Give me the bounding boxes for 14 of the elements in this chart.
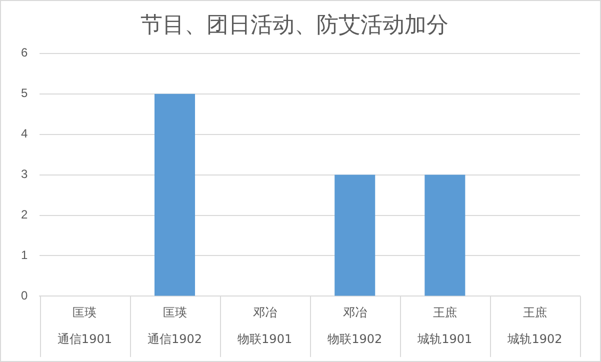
chart-title: 节目、团日活动、防艾活动加分	[140, 12, 448, 38]
y-tick-label: 1	[20, 248, 28, 262]
y-tick-label: 3	[20, 167, 28, 182]
x-tick-label: 王庶城轨1901	[416, 306, 472, 346]
y-tick-label: 6	[20, 46, 28, 60]
y-tick-label: 4	[20, 126, 28, 141]
y-tick-label: 0	[20, 288, 28, 303]
x-tick-label: 邓冶物联1901	[238, 306, 292, 346]
x-tick-label: 邓冶物联1902	[328, 306, 382, 346]
y-tick-label: 2	[20, 208, 28, 222]
x-tick-label: 匡瑛通信1902	[147, 306, 202, 346]
x-tick-label: 王庶城轨1902	[506, 306, 562, 346]
x-tick-label: 匡瑛通信1901	[57, 306, 112, 346]
y-tick-label: 5	[20, 86, 28, 100]
